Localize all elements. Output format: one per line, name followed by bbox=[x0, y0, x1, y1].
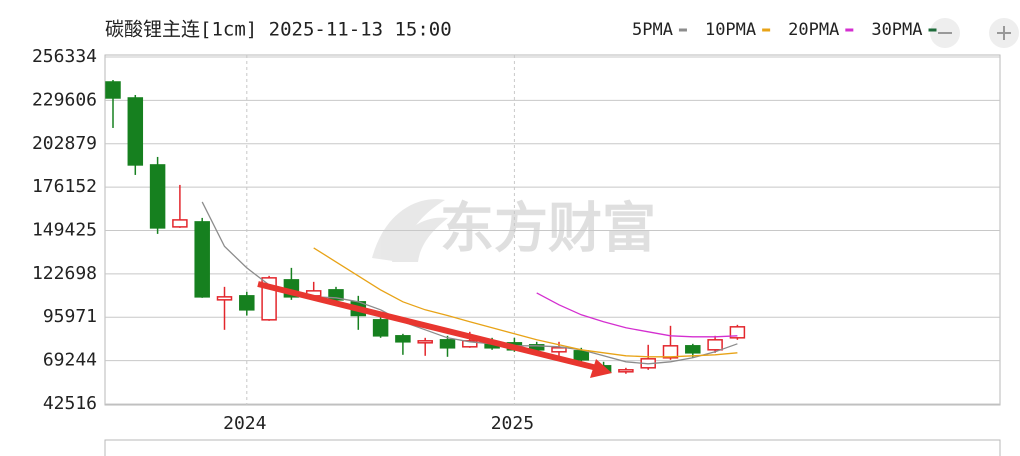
candle-body bbox=[528, 344, 545, 351]
candle-body bbox=[618, 369, 634, 373]
legend-label: 20PMA bbox=[788, 20, 839, 40]
y-tick-label: 229606 bbox=[32, 89, 97, 110]
y-tick-label: 176152 bbox=[32, 176, 97, 197]
y-tick-label: 42516 bbox=[43, 393, 97, 414]
candle-body bbox=[573, 350, 590, 361]
y-tick-label: 202879 bbox=[32, 133, 97, 154]
candle-body bbox=[395, 335, 411, 343]
candle-body bbox=[105, 81, 121, 99]
ma-line bbox=[313, 247, 738, 358]
candle-body bbox=[462, 340, 478, 348]
candle-body bbox=[216, 296, 233, 301]
trend-arrow bbox=[257, 281, 612, 378]
candle-body bbox=[149, 164, 166, 229]
candle-body bbox=[194, 221, 210, 298]
x-tick-label: 2024 bbox=[223, 413, 266, 434]
candle-body bbox=[417, 340, 433, 344]
legend-label: 30PMA bbox=[871, 20, 922, 40]
plot-layer: 42516 69244 95971 122698 149425 176152 202879 2… bbox=[32, 46, 1000, 434]
candle-body bbox=[707, 339, 723, 351]
y-tick-label: 69244 bbox=[43, 350, 97, 371]
candle-body bbox=[127, 97, 144, 166]
candle-body bbox=[372, 319, 389, 337]
watermark: 东方财富 bbox=[440, 197, 656, 260]
candle-body bbox=[729, 326, 746, 339]
ma-line bbox=[536, 292, 738, 338]
y-tick-label: 149425 bbox=[32, 220, 97, 241]
volume-panel bbox=[104, 439, 1001, 456]
candle-body bbox=[685, 345, 701, 354]
candle-body bbox=[439, 339, 456, 349]
trend-arrow-head bbox=[590, 359, 612, 378]
y-tick-label: 95971 bbox=[43, 306, 97, 327]
x-tick-label: 2025 bbox=[491, 413, 534, 434]
y-tick-label: 256334 bbox=[32, 46, 97, 67]
y-tick-label: 122698 bbox=[32, 263, 97, 284]
candle-body bbox=[172, 219, 188, 228]
candle-body bbox=[239, 295, 255, 311]
trend-arrow-shaft bbox=[257, 281, 598, 371]
chart-title: 碳酸锂主连[1cm] 2025-11-13 15:00 bbox=[105, 19, 452, 41]
candle-body bbox=[662, 345, 679, 359]
candle-body bbox=[551, 347, 567, 353]
legend-label: 5PMA bbox=[632, 20, 673, 40]
legend-label: 10PMA bbox=[705, 20, 756, 40]
candle-body bbox=[328, 289, 344, 301]
